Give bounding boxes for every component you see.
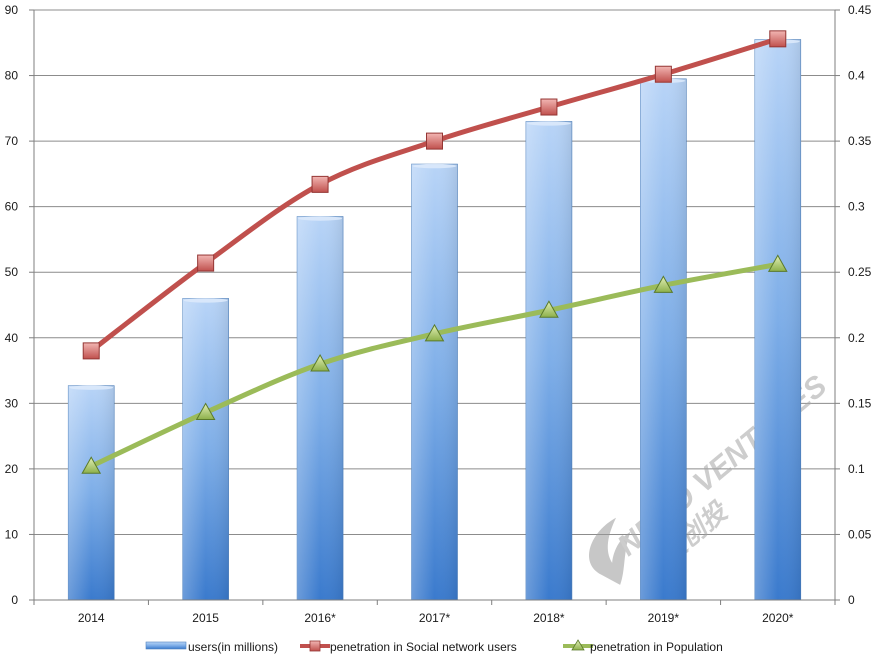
line-series-square <box>82 30 787 360</box>
y-left-tick-label: 90 <box>5 3 19 17</box>
legend-label-population: penetration in Population <box>590 640 723 654</box>
point-marker-square <box>769 30 787 48</box>
y-left-tick-label: 10 <box>5 527 19 541</box>
legend-item-users: users(in millions) <box>145 640 278 654</box>
x-tick-label: 2016* <box>304 611 336 625</box>
x-tick-label: 2017* <box>419 611 451 625</box>
y-left-tick-label: 60 <box>5 200 19 214</box>
y-right-tick-label: 0.3 <box>848 200 865 214</box>
y-left-tick-label: 20 <box>5 462 19 476</box>
legend-item-population: penetration in Population <box>563 639 723 654</box>
legend-item-social: penetration in Social network users <box>300 640 517 654</box>
point-marker-square <box>82 342 100 360</box>
line-series-triangle <box>81 254 788 474</box>
y-right-tick-label: 0.4 <box>848 69 865 83</box>
y-left-tick-label: 40 <box>5 331 19 345</box>
y-right-tick-label: 0.25 <box>848 265 872 279</box>
point-marker-triangle <box>81 456 102 474</box>
y-right-tick-label: 0.35 <box>848 134 872 148</box>
x-tick-label: 2015 <box>192 611 219 625</box>
bar <box>525 121 573 601</box>
y-right-tick-label: 0.1 <box>848 462 865 476</box>
watermark: NEMO VENTURES尼莫创投 <box>589 369 833 586</box>
y-left-tick-label: 30 <box>5 396 19 410</box>
legend-swatch-bar <box>145 641 187 650</box>
point-marker-triangle <box>653 275 674 293</box>
bar <box>67 385 115 601</box>
y-right-tick-label: 0.15 <box>848 396 872 410</box>
point-marker-square <box>426 132 443 150</box>
y-right-tick-label: 0.45 <box>848 3 872 17</box>
x-tick-label: 2018* <box>533 611 565 625</box>
legend-marker-square <box>309 640 321 652</box>
point-marker-triangle <box>195 402 216 421</box>
point-marker-square <box>197 254 215 272</box>
y-right-tick-label: 0.2 <box>848 331 865 345</box>
bar <box>754 39 802 601</box>
y-right-tick-label: 0 <box>848 593 855 607</box>
point-marker-triangle <box>539 300 559 318</box>
bar-series <box>67 39 802 601</box>
x-tick-label: 2020* <box>762 611 794 625</box>
point-marker-square <box>654 65 672 83</box>
legend: users(in millions) penetration in Social … <box>145 639 723 654</box>
y-right-tick-label: 0.05 <box>848 527 872 541</box>
legend-marker-triangle <box>571 639 585 651</box>
bar <box>296 216 344 601</box>
point-marker-triangle <box>767 254 788 272</box>
y-left-tick-label: 50 <box>5 265 19 279</box>
x-tick-label: 2014 <box>78 611 105 625</box>
bar <box>182 298 229 601</box>
y-left-tick-label: 80 <box>5 69 19 83</box>
axes: 0 10 20 30 40 50 60 70 80 90 0 0.05 0.1 0.15 0.2 0.25 0.… <box>5 3 872 625</box>
point-marker-triangle <box>424 323 445 342</box>
nemo-logo-icon <box>589 517 631 585</box>
line-series <box>81 30 788 474</box>
bar <box>640 78 687 601</box>
y-left-tick-label: 0 <box>11 593 18 607</box>
point-marker-square <box>311 175 329 193</box>
x-tick-label: 2019* <box>648 611 680 625</box>
y-left-tick-label: 70 <box>5 134 19 148</box>
legend-label-social: penetration in Social network users <box>330 640 517 654</box>
legend-label-users: users(in millions) <box>188 640 278 654</box>
bar <box>411 163 458 601</box>
point-marker-triangle <box>310 353 330 372</box>
point-marker-square <box>540 98 558 116</box>
